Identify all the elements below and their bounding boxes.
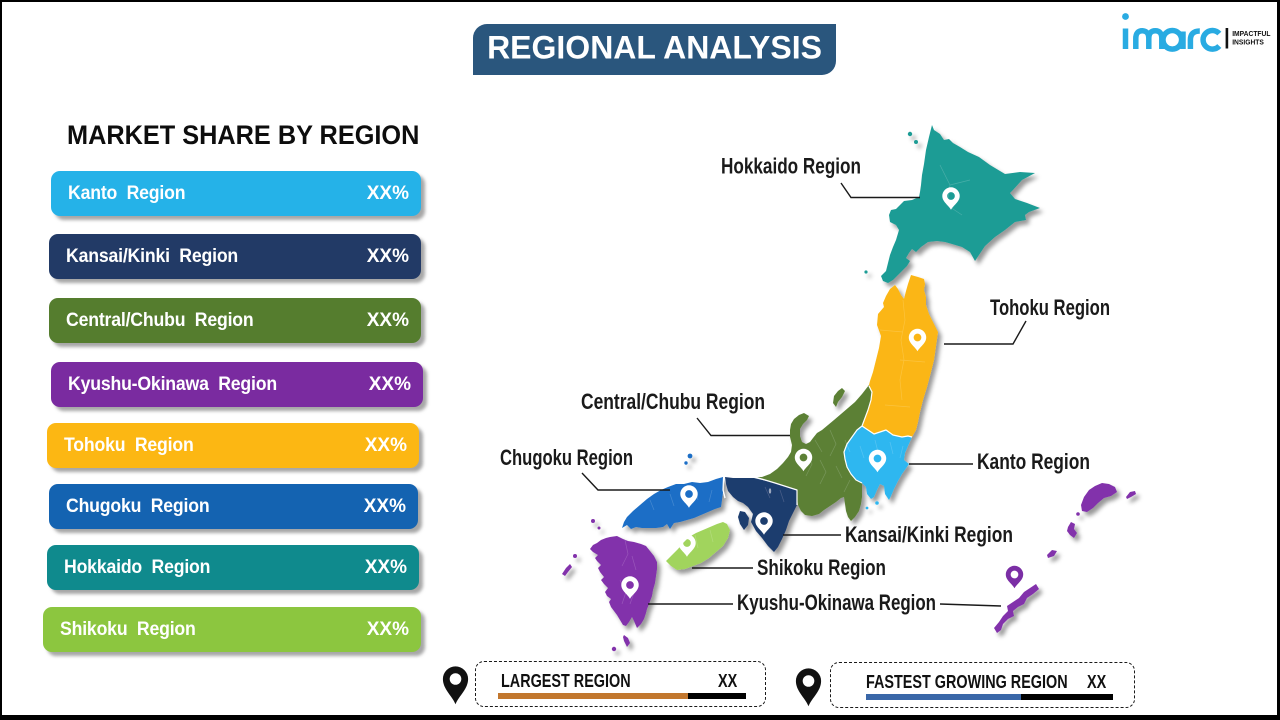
svg-text:Chugoku Region: Chugoku Region <box>500 445 633 470</box>
svg-text:IMPACTFUL: IMPACTFUL <box>1232 29 1271 38</box>
svg-text:Kyushu-Okinawa Region: Kyushu-Okinawa Region <box>737 590 936 615</box>
svg-text:Kansai/Kinki Region: Kansai/Kinki Region <box>845 522 1013 547</box>
svg-text:INSIGHTS: INSIGHTS <box>1232 38 1264 47</box>
svg-text:Kanto Region: Kanto Region <box>977 449 1090 474</box>
svg-text:Tohoku Region: Tohoku Region <box>990 295 1110 320</box>
svg-text:Shikoku Region: Shikoku Region <box>757 555 886 580</box>
svg-text:Central/Chubu Region: Central/Chubu Region <box>581 389 765 414</box>
svg-text:Hokkaido Region: Hokkaido Region <box>721 154 861 179</box>
